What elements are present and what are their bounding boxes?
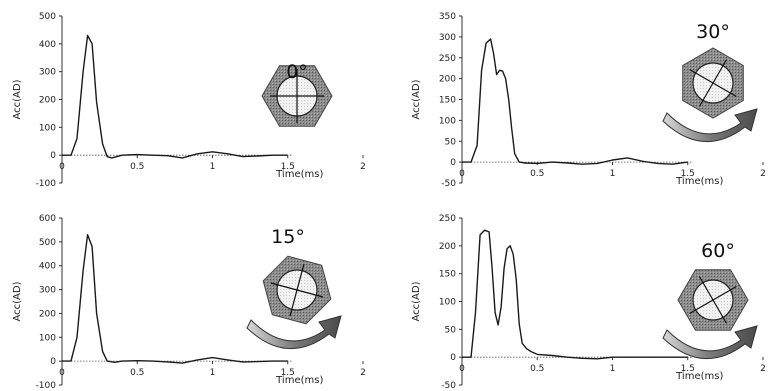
x-tick-label: 1.5	[281, 368, 295, 378]
y-tick-label: 600	[39, 214, 56, 224]
crosshair-line	[689, 285, 737, 315]
y-tick-label: 200	[439, 242, 456, 252]
angle-annotation: 0°	[286, 61, 308, 83]
y-tick-label: 200	[39, 96, 56, 106]
series-line	[462, 229, 688, 360]
rotation-arrow-icon	[662, 108, 758, 142]
x-tick-label: 2	[760, 364, 766, 374]
y-tick-label: 0	[50, 357, 56, 367]
crosshair-line	[698, 59, 728, 107]
series-line	[462, 38, 688, 165]
x-tick-label: 0.5	[130, 162, 144, 172]
x-axis-label: Time(ms)	[275, 169, 323, 180]
x-tick-label: 0	[59, 162, 65, 172]
y-axis-label: Acc(AD)	[12, 281, 23, 321]
hex-nut-icon	[262, 255, 332, 325]
y-tick-label: 250	[439, 54, 456, 64]
angle-annotation: 60°	[701, 240, 735, 262]
x-tick-label: 0	[59, 368, 65, 378]
y-tick-label: 150	[439, 270, 456, 280]
y-tick-label: 200	[439, 75, 456, 85]
x-tick-label: 1	[210, 162, 216, 172]
x-tick-label: 0.5	[530, 169, 544, 179]
y-tick-label: 0	[450, 158, 456, 168]
y-tick-label: 50	[445, 137, 457, 147]
y-axis-label: Acc(AD)	[12, 79, 23, 119]
y-tick-label: 150	[439, 96, 456, 106]
y-tick-label: 300	[39, 286, 56, 296]
y-tick-label: 0	[50, 151, 56, 161]
hex-nut-icon	[261, 65, 333, 127]
y-tick-label: 100	[439, 298, 456, 308]
x-tick-label: 1.5	[281, 162, 295, 172]
y-tick-label: 500	[39, 238, 56, 248]
y-tick-label: 300	[439, 33, 456, 43]
x-tick-label: 1.5	[681, 364, 695, 374]
y-tick-label: 400	[39, 40, 56, 50]
rotation-arrow-icon	[246, 315, 342, 349]
x-tick-label: 2	[360, 162, 366, 172]
y-tick-label: 400	[39, 262, 56, 272]
y-tick-label: 50	[445, 325, 457, 335]
y-tick-label: -50	[441, 179, 456, 189]
y-tick-label: 300	[39, 68, 56, 78]
x-tick-label: 1	[610, 364, 616, 374]
x-tick-label: 0.5	[130, 368, 144, 378]
y-tick-label: 100	[439, 116, 456, 126]
y-tick-label: 200	[39, 309, 56, 319]
y-tick-label: 350	[439, 12, 456, 22]
x-tick-label: 2	[360, 368, 366, 378]
hex-nut-icon	[677, 269, 749, 331]
x-tick-label: 0	[459, 364, 465, 374]
series-line	[62, 34, 288, 159]
angle-annotation: 30°	[696, 21, 730, 43]
x-tick-label: 1	[210, 368, 216, 378]
y-tick-label: 100	[39, 123, 56, 133]
y-tick-label: -100	[36, 381, 57, 391]
x-tick-label: 0	[459, 169, 465, 179]
y-tick-label: 250	[439, 214, 456, 224]
x-tick-label: 2	[760, 169, 766, 179]
x-tick-label: 0.5	[530, 364, 544, 374]
x-axis-label: Time(ms)	[675, 371, 723, 382]
y-tick-label: 100	[39, 333, 56, 343]
x-tick-label: 1.5	[681, 169, 695, 179]
rotation-arrow-icon	[662, 325, 758, 359]
crosshair-line	[289, 263, 305, 317]
y-tick-label: 500	[39, 12, 56, 22]
series-line	[62, 233, 288, 364]
y-tick-label: -50	[441, 381, 456, 391]
angle-annotation: 15°	[271, 226, 305, 248]
x-axis-label: Time(ms)	[275, 375, 323, 386]
x-axis-label: Time(ms)	[675, 176, 723, 187]
x-tick-label: 1	[610, 169, 616, 179]
hex-nut-icon	[682, 47, 744, 119]
y-axis-label: Acc(AD)	[411, 79, 422, 119]
y-tick-label: -100	[36, 179, 57, 189]
y-tick-label: 0	[450, 353, 456, 363]
y-axis-label: Acc(AD)	[411, 281, 422, 321]
